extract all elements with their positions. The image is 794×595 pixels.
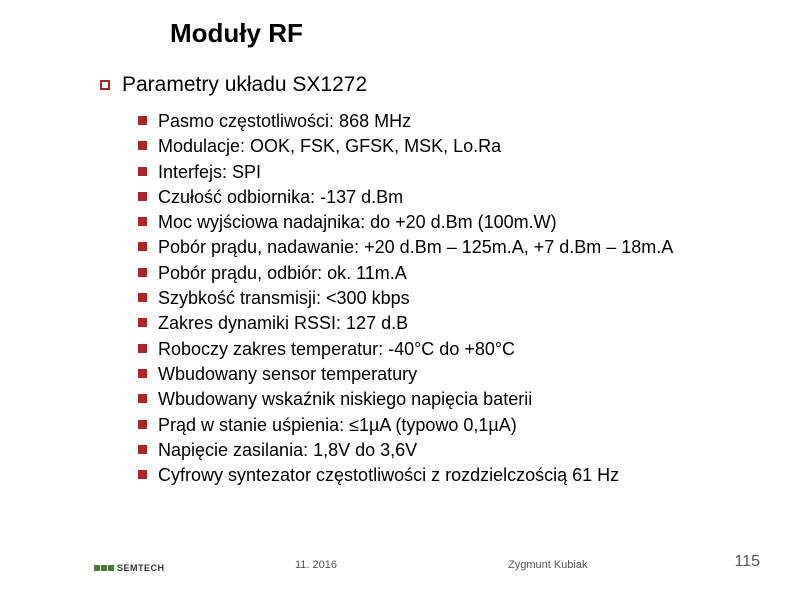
footer: SEMTECH 11. 2016 Zygmunt Kubiak 115 <box>0 549 794 573</box>
list-item: Zakres dynamiki RSSI: 127 d.B <box>138 311 754 335</box>
list-item-text: Wbudowany sensor temperatury <box>158 362 417 386</box>
list-item: Modulacje: OOK, FSK, GFSK, MSK, Lo.Ra <box>138 134 754 158</box>
bullet-outline-icon <box>100 80 110 90</box>
list-item: Cyfrowy syntezator częstotliwości z rozd… <box>138 463 754 487</box>
logo-text: SEMTECH <box>117 563 165 573</box>
bullet-solid-icon <box>138 293 147 302</box>
list-item: Wbudowany sensor temperatury <box>138 362 754 386</box>
bullet-solid-icon <box>138 192 147 201</box>
list-item: Interfejs: SPI <box>138 160 754 184</box>
level1-text: Parametry układu SX1272 <box>122 73 367 97</box>
list-item-text: Szybkość transmisji: <300 kbps <box>158 286 410 310</box>
list-item-text: Modulacje: OOK, FSK, GFSK, MSK, Lo.Ra <box>158 134 501 158</box>
list-item: Szybkość transmisji: <300 kbps <box>138 286 754 310</box>
list-item: Czułość odbiornika: -137 d.Bm <box>138 185 754 209</box>
list-item: Roboczy zakres temperatur: -40°C do +80°… <box>138 337 754 361</box>
slide-body: Moduły RF Parametry układu SX1272 Pasmo … <box>0 0 794 595</box>
list-item: Prąd w stanie uśpienia: ≤1µA (typowo 0,1… <box>138 413 754 437</box>
list-item-text: Moc wyjściowa nadajnika: do +20 d.Bm (10… <box>158 210 557 234</box>
bullet-solid-icon <box>138 344 147 353</box>
bullet-solid-icon <box>138 242 147 251</box>
level1-item: Parametry układu SX1272 <box>100 73 754 97</box>
slide-title: Moduły RF <box>170 18 754 49</box>
bullet-solid-icon <box>138 445 147 454</box>
bullet-solid-icon <box>138 268 147 277</box>
list-item-text: Prąd w stanie uśpienia: ≤1µA (typowo 0,1… <box>158 413 517 437</box>
list-item-text: Czułość odbiornika: -137 d.Bm <box>158 185 403 209</box>
list-item-text: Pasmo częstotliwości: 868 MHz <box>158 109 411 133</box>
bullet-solid-icon <box>138 394 147 403</box>
bullet-solid-icon <box>138 116 147 125</box>
list-item-text: Zakres dynamiki RSSI: 127 d.B <box>158 311 408 335</box>
level2-list: Pasmo częstotliwości: 868 MHz Modulacje:… <box>138 109 754 487</box>
page-number: 115 <box>734 553 760 571</box>
bullet-solid-icon <box>138 318 147 327</box>
bullet-solid-icon <box>138 369 147 378</box>
list-item: Pobór prądu, odbiór: ok. 11m.A <box>138 261 754 285</box>
list-item: Pobór prądu, nadawanie: +20 d.Bm – 125m.… <box>138 235 754 259</box>
footer-date: 11. 2016 <box>295 559 337 571</box>
footer-author: Zygmunt Kubiak <box>508 559 587 571</box>
list-item: Pasmo częstotliwości: 868 MHz <box>138 109 754 133</box>
bullet-solid-icon <box>138 167 147 176</box>
bullet-solid-icon <box>138 420 147 429</box>
list-item: Wbudowany wskaźnik niskiego napięcia bat… <box>138 387 754 411</box>
list-item-text: Pobór prądu, odbiór: ok. 11m.A <box>158 261 407 285</box>
list-item-text: Wbudowany wskaźnik niskiego napięcia bat… <box>158 387 532 411</box>
list-item-text: Pobór prądu, nadawanie: +20 d.Bm – 125m.… <box>158 235 673 259</box>
list-item-text: Roboczy zakres temperatur: -40°C do +80°… <box>158 337 515 361</box>
list-item-text: Cyfrowy syntezator częstotliwości z rozd… <box>158 463 619 487</box>
bullet-solid-icon <box>138 217 147 226</box>
list-item-text: Napięcie zasilania: 1,8V do 3,6V <box>158 438 417 462</box>
list-item-text: Interfejs: SPI <box>158 160 261 184</box>
bullet-solid-icon <box>138 141 147 150</box>
semtech-logo: SEMTECH <box>94 563 165 573</box>
list-item: Moc wyjściowa nadajnika: do +20 d.Bm (10… <box>138 210 754 234</box>
list-item: Napięcie zasilania: 1,8V do 3,6V <box>138 438 754 462</box>
logo-mark-icon <box>94 565 114 571</box>
bullet-solid-icon <box>138 470 147 479</box>
